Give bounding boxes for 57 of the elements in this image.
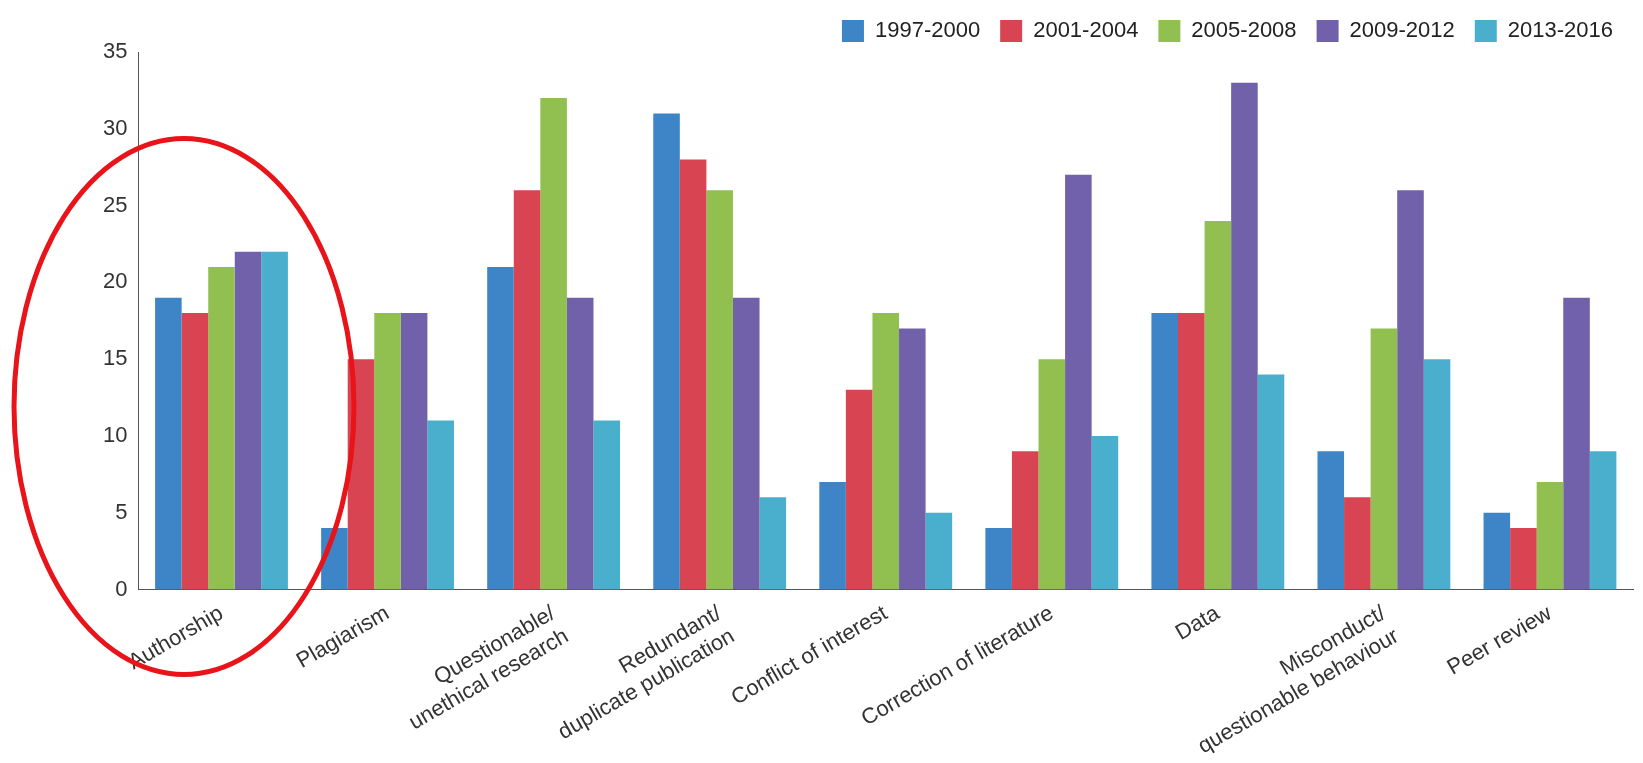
bar: [540, 98, 567, 590]
y-tick-label: 30: [102, 114, 128, 140]
bar: [1344, 497, 1371, 590]
x-tick-label: Data: [1170, 599, 1225, 645]
bar: [1178, 313, 1205, 590]
bar: [759, 497, 787, 590]
bar: [234, 251, 262, 590]
bar: [593, 420, 621, 590]
bar: [1563, 297, 1590, 590]
bar: [155, 297, 182, 590]
bar: [1483, 512, 1511, 590]
bar: [653, 113, 680, 590]
legend-label: 2013-2016: [1507, 17, 1614, 43]
legend-label: 2001-2004: [1033, 17, 1139, 43]
bar: [732, 297, 760, 590]
y-tick-label: 0: [115, 575, 128, 601]
bar: [566, 297, 594, 590]
bar: [1257, 374, 1285, 590]
y-tick-label: 15: [102, 345, 128, 371]
y-tick-label: 5: [115, 498, 128, 524]
bar: [1317, 451, 1345, 590]
bar: [819, 482, 846, 590]
bar: [400, 313, 428, 590]
bar: [513, 190, 541, 590]
bar: [1423, 359, 1451, 590]
bar: [181, 313, 209, 590]
bar: [872, 313, 900, 590]
bar: [374, 313, 401, 590]
bar: [1011, 451, 1039, 590]
bar: [487, 267, 514, 590]
bar: [985, 528, 1012, 590]
bar: [1151, 313, 1178, 590]
y-tick-label: 25: [102, 191, 128, 217]
bar: [1536, 482, 1564, 590]
bar: [1091, 435, 1119, 590]
legend-label: 2009-2012: [1349, 17, 1455, 43]
legend-label: 2005-2008: [1191, 17, 1297, 43]
bar: [1038, 359, 1066, 590]
bar: [706, 190, 733, 590]
bar: [1231, 82, 1258, 590]
bar: [679, 159, 707, 590]
bar: [1397, 190, 1424, 590]
bar: [1204, 220, 1232, 590]
bar: [1065, 174, 1092, 590]
bar: [925, 512, 953, 590]
bar: [1510, 528, 1537, 590]
bar: [427, 420, 454, 590]
bar: [261, 251, 288, 590]
y-tick-label: 20: [102, 268, 128, 294]
y-tick-label: 35: [102, 38, 128, 64]
bar: [899, 328, 926, 590]
bar: [845, 389, 873, 590]
bar: [1370, 328, 1398, 590]
legend-label: 1997-2000: [874, 17, 981, 43]
bar: [1589, 451, 1617, 590]
bar: [208, 267, 235, 590]
y-tick-label: 10: [102, 422, 128, 447]
